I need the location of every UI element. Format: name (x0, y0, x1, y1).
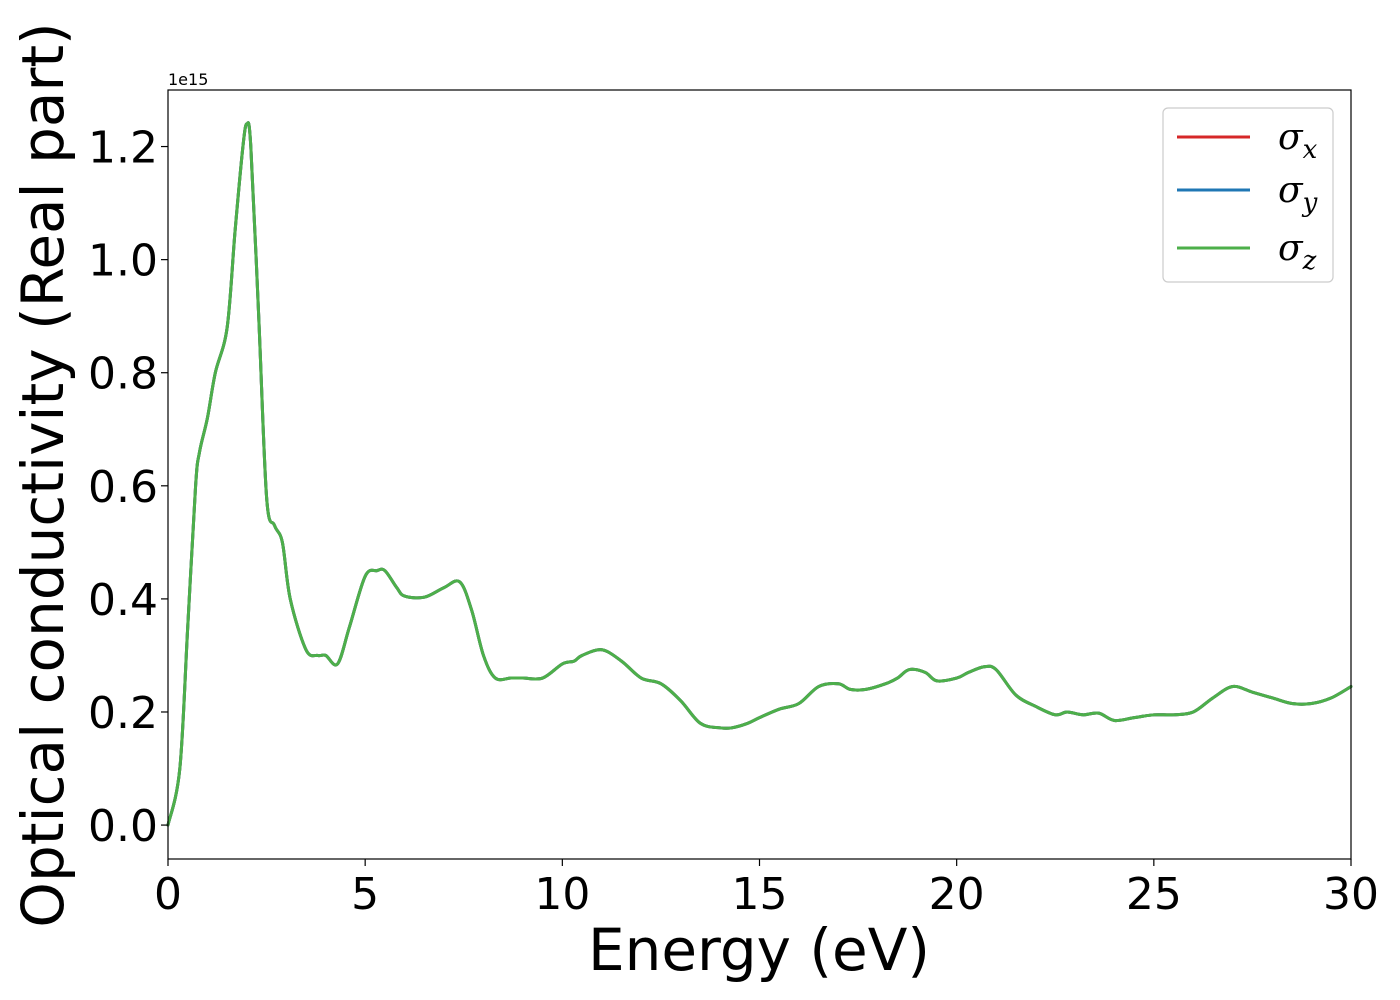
y-tick-label: 0.8 (88, 349, 158, 400)
legend-label: σy (1278, 170, 1318, 218)
legend-item-y: σy (1177, 170, 1318, 218)
y-axis: 0.0 0.2 0.4 0.6 0.8 1.0 1.2 (88, 123, 168, 852)
legend: σx σy σz (1162, 107, 1334, 283)
series-layer (166, 121, 1353, 827)
y-tick-label: 0.6 (88, 462, 158, 513)
legend-label: σz (1278, 228, 1317, 276)
x-axis-label: Energy (eV) (588, 916, 930, 984)
x-tick-label: 15 (732, 869, 788, 920)
legend-item-z: σz (1177, 228, 1317, 276)
x-tick-label: 20 (929, 869, 985, 920)
legend-item-x: σx (1177, 117, 1318, 165)
y-tick-label: 1.0 (88, 236, 158, 287)
y-tick-label: 0.4 (88, 575, 158, 626)
y-tick-label: 0.2 (88, 688, 158, 739)
y-axis-label: Optical conductivity (Real part) (9, 22, 77, 927)
y-tick-label: 1.2 (88, 123, 158, 174)
legend-box (1162, 107, 1334, 283)
series-line-z (166, 121, 1353, 827)
x-axis: 0 5 10 15 20 25 30 (154, 859, 1379, 920)
y-tick-label: 0.0 (88, 801, 158, 852)
x-tick-label: 0 (154, 869, 182, 920)
x-tick-label: 5 (351, 869, 379, 920)
x-tick-label: 25 (1126, 869, 1182, 920)
y-offset-label: 1e15 (168, 70, 208, 89)
x-tick-label: 10 (534, 869, 590, 920)
legend-label: σx (1278, 117, 1318, 165)
x-tick-label: 30 (1323, 869, 1379, 920)
